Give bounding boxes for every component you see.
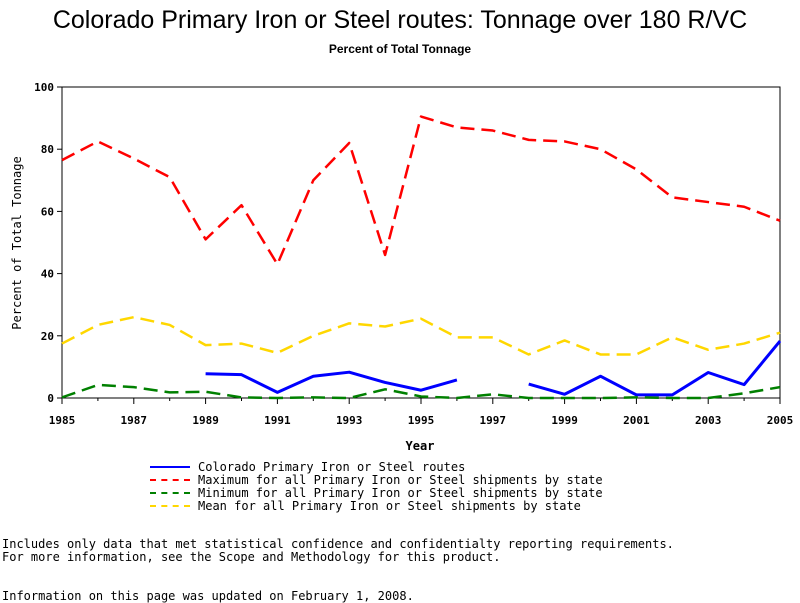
legend-label: Mean for all Primary Iron or Steel shipm… — [198, 498, 581, 513]
y-axis-label: Percent of Total Tonnage — [10, 156, 24, 329]
chart-subtitle: Percent of Total Tonnage — [328, 42, 472, 56]
legend-item: Minimum for all Primary Iron or Steel sh… — [150, 485, 603, 500]
legend-item: Maximum for all Primary Iron or Steel sh… — [150, 472, 603, 487]
footnote-updated: Information on this page was updated on … — [2, 589, 414, 603]
x-tick-label: 1997 — [480, 414, 507, 427]
y-tick-label: 0 — [47, 392, 54, 405]
series-line-0 — [528, 340, 782, 397]
y-tick-label: 100 — [34, 81, 54, 94]
x-tick-label: 1995 — [408, 414, 435, 427]
x-axis-label: Year — [406, 439, 435, 453]
x-tick-label: 1999 — [551, 414, 578, 427]
series-line-3 — [61, 315, 781, 356]
footnote-confidence: Includes only data that met statistical … — [2, 537, 674, 551]
plot-frame — [61, 86, 781, 399]
legend-item: Colorado Primary Iron or Steel routes — [150, 459, 603, 474]
x-tick-label: 1991 — [264, 414, 291, 427]
legend-label: Colorado Primary Iron or Steel routes — [198, 459, 466, 474]
series-line-1 — [61, 115, 781, 266]
x-tick-label: 1993 — [336, 414, 363, 427]
x-tick-label: 1985 — [49, 414, 76, 427]
x-tick-label: 2005 — [767, 414, 794, 427]
x-tick-label: 2001 — [623, 414, 650, 427]
x-tick-label: 1989 — [192, 414, 219, 427]
legend-swatch — [150, 491, 190, 494]
legend-swatch — [150, 504, 190, 507]
y-tick-label: 40 — [41, 268, 54, 281]
legend-label: Minimum for all Primary Iron or Steel sh… — [198, 485, 603, 500]
x-tick-label: 1987 — [121, 414, 148, 427]
legend-label: Maximum for all Primary Iron or Steel sh… — [198, 472, 603, 487]
y-tick-label: 60 — [41, 205, 54, 218]
footnote-methodology: For more information, see the Scope and … — [2, 550, 501, 564]
y-tick-label: 20 — [41, 330, 54, 343]
series-line-0 — [205, 370, 458, 394]
chart-legend: Colorado Primary Iron or Steel routes Max… — [150, 459, 603, 513]
legend-swatch — [150, 465, 190, 468]
x-tick-label: 2003 — [695, 414, 722, 427]
y-tick-label: 80 — [41, 143, 54, 156]
legend-swatch — [150, 478, 190, 481]
series-line-2 — [61, 383, 781, 400]
chart-title: Colorado Primary Iron or Steel routes: T… — [52, 6, 748, 34]
line-chart: 0 20 40 60 80 100 1985 1987 1989 1991 1993 1995 199… — [10, 81, 794, 453]
legend-item: Mean for all Primary Iron or Steel shipm… — [150, 498, 603, 513]
